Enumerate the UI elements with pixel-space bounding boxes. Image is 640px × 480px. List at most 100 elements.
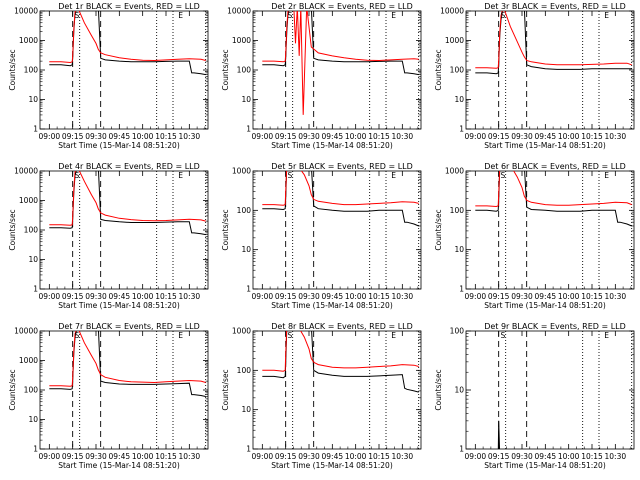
x-tick-label: 09:30 xyxy=(298,452,320,461)
plot-frame xyxy=(465,170,635,290)
chart-svg: Det 3r BLACK = Events, RED = LLD 1 10 100 10… xyxy=(434,2,635,150)
x-axis-label: Start Time (15-Mar-14 08:51:20) xyxy=(271,141,393,150)
x-tick-label: 09:15 xyxy=(275,132,297,141)
detector-panel-4: Det 4r BLACK = Events, RED = LLD 1 10 100 10… xyxy=(0,160,213,320)
x-tick-label: 09:30 xyxy=(511,292,533,301)
plot-frame xyxy=(39,330,209,450)
x-tick-label: 09:45 xyxy=(322,452,344,461)
y-tick-label: 1 xyxy=(33,445,38,454)
x-tick-label: 10:00 xyxy=(345,132,367,141)
y-tick-label: 10000 xyxy=(14,7,38,16)
y-axis-label: Counts/sec xyxy=(434,49,443,90)
chart-title: Det 1r BLACK = Events, RED = LLD xyxy=(58,2,200,11)
plot-frame xyxy=(252,10,422,130)
x-tick-label: 09:45 xyxy=(109,292,131,301)
x-tick-label: 10:00 xyxy=(132,132,154,141)
x-tick-label: 10:15 xyxy=(581,452,603,461)
y-axis-label: Counts/sec xyxy=(434,209,443,250)
x-axis-label: Start Time (15-Mar-14 08:51:20) xyxy=(484,301,606,310)
x-tick-label: 09:45 xyxy=(109,452,131,461)
x-tick-label: 10:15 xyxy=(368,452,390,461)
start-marker-label: S xyxy=(287,171,292,180)
y-tick-label: 10000 xyxy=(440,7,464,16)
series-line-lld xyxy=(475,11,632,69)
x-tick-label: 09:15 xyxy=(488,132,510,141)
y-tick-label: 100 xyxy=(24,386,39,395)
y-tick-label: 1000 xyxy=(445,167,464,176)
data-layer xyxy=(49,171,207,289)
x-tick-label: 10:00 xyxy=(345,452,367,461)
y-tick-label: 1000 xyxy=(19,356,38,365)
y-tick-label: 1 xyxy=(459,125,464,134)
plot-frame xyxy=(39,170,209,290)
y-axis-label: Counts/sec xyxy=(8,209,17,250)
start-marker-label: S xyxy=(287,331,292,340)
chart-svg: Det 7r BLACK = Events, RED = LLD 1 10 100 10… xyxy=(8,322,209,470)
data-layer xyxy=(262,171,420,289)
end-marker-label: E xyxy=(178,11,183,20)
x-tick-label: 09:30 xyxy=(85,292,107,301)
series-line-lld xyxy=(262,331,419,372)
x-tick-label: 09:15 xyxy=(62,452,84,461)
data-layer xyxy=(49,331,207,449)
data-layer xyxy=(497,331,633,449)
y-tick-label: 10000 xyxy=(14,167,38,176)
x-tick-label: 09:45 xyxy=(535,452,557,461)
x-tick-label: 10:00 xyxy=(132,292,154,301)
x-tick-label: 10:30 xyxy=(179,132,201,141)
data-layer xyxy=(49,11,207,129)
x-tick-label: 10:15 xyxy=(368,132,390,141)
data-layer xyxy=(475,11,633,129)
series-line-lld xyxy=(49,171,206,226)
x-tick-label: 09:00 xyxy=(465,132,487,141)
x-axis-label: Start Time (15-Mar-14 08:51:20) xyxy=(58,141,180,150)
y-tick-label: 10 xyxy=(241,245,251,254)
x-axis-label: Start Time (15-Mar-14 08:51:20) xyxy=(271,461,393,470)
detector-panel-1: Det 1r BLACK = Events, RED = LLD 1 10 100 10… xyxy=(0,0,213,160)
x-tick-label: 09:15 xyxy=(275,292,297,301)
y-axis-label: Counts/sec xyxy=(8,49,17,90)
x-tick-label: 10:30 xyxy=(605,292,627,301)
start-marker-label: S xyxy=(500,331,505,340)
data-layer xyxy=(262,11,420,129)
x-tick-label: 09:45 xyxy=(535,292,557,301)
x-tick-label: 09:15 xyxy=(275,452,297,461)
y-tick-label: 1000 xyxy=(445,36,464,45)
series-line-lld xyxy=(262,171,419,206)
chart-svg: Det 4r BLACK = Events, RED = LLD 1 10 100 10… xyxy=(8,162,209,310)
y-tick-label: 10 xyxy=(241,405,251,414)
data-layer xyxy=(262,331,420,449)
x-tick-label: 10:15 xyxy=(581,132,603,141)
y-tick-label: 10000 xyxy=(14,327,38,336)
x-tick-label: 09:00 xyxy=(252,132,274,141)
y-tick-label: 10 xyxy=(28,415,38,424)
x-tick-label: 10:00 xyxy=(132,452,154,461)
y-tick-label: 1 xyxy=(246,285,251,294)
y-tick-label: 10000 xyxy=(227,7,251,16)
x-axis-label: Start Time (15-Mar-14 08:51:20) xyxy=(58,461,180,470)
start-marker-label: S xyxy=(500,171,505,180)
x-tick-label: 10:15 xyxy=(155,292,177,301)
end-marker-label: E xyxy=(178,171,183,180)
y-tick-label: 1000 xyxy=(232,36,251,45)
end-marker-label: E xyxy=(391,331,396,340)
y-tick-label: 100 xyxy=(450,327,465,336)
x-tick-label: 10:00 xyxy=(558,132,580,141)
x-axis-label: Start Time (15-Mar-14 08:51:20) xyxy=(58,301,180,310)
y-axis-label: Counts/sec xyxy=(221,49,230,90)
x-tick-label: 09:00 xyxy=(39,132,61,141)
end-marker-label: E xyxy=(178,331,183,340)
x-tick-label: 09:00 xyxy=(465,452,487,461)
series-line-lld xyxy=(49,11,206,64)
y-tick-label: 100 xyxy=(450,206,465,215)
end-marker-label: E xyxy=(391,11,396,20)
x-tick-label: 10:30 xyxy=(392,292,414,301)
start-marker-label: S xyxy=(74,171,79,180)
y-axis-label: Counts/sec xyxy=(434,369,443,410)
series-line-events xyxy=(497,420,501,449)
y-tick-label: 1 xyxy=(33,285,38,294)
x-tick-label: 09:00 xyxy=(39,452,61,461)
x-tick-label: 10:30 xyxy=(605,452,627,461)
x-tick-label: 09:30 xyxy=(511,132,533,141)
detector-panel-2: Det 2r BLACK = Events, RED = LLD 1 10 100 10… xyxy=(213,0,426,160)
